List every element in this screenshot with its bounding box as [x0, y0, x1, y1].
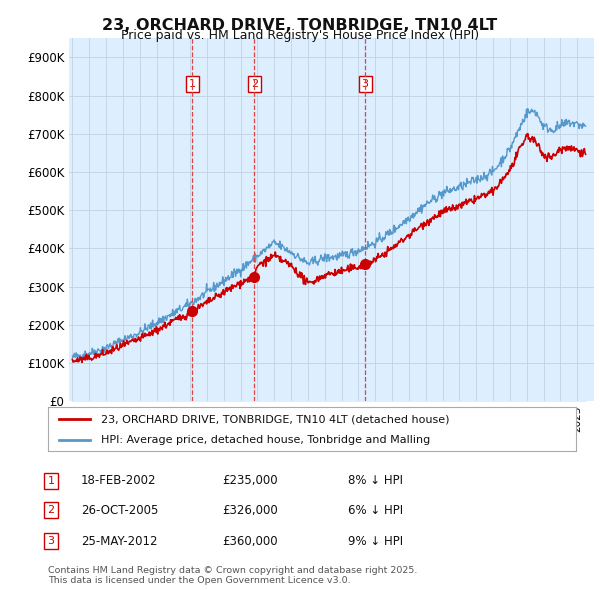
Text: 25-MAY-2012: 25-MAY-2012 [81, 535, 157, 548]
Text: 26-OCT-2005: 26-OCT-2005 [81, 504, 158, 517]
Text: £360,000: £360,000 [222, 535, 278, 548]
Text: 3: 3 [362, 79, 368, 89]
Text: 2: 2 [251, 79, 258, 89]
Text: Contains HM Land Registry data © Crown copyright and database right 2025.
This d: Contains HM Land Registry data © Crown c… [48, 566, 418, 585]
Text: 6% ↓ HPI: 6% ↓ HPI [348, 504, 403, 517]
Text: HPI: Average price, detached house, Tonbridge and Malling: HPI: Average price, detached house, Tonb… [101, 435, 430, 445]
Text: 1: 1 [189, 79, 196, 89]
Text: 1: 1 [47, 476, 55, 486]
Text: 23, ORCHARD DRIVE, TONBRIDGE, TN10 4LT (detached house): 23, ORCHARD DRIVE, TONBRIDGE, TN10 4LT (… [101, 415, 449, 424]
Text: 8% ↓ HPI: 8% ↓ HPI [348, 474, 403, 487]
Text: 18-FEB-2002: 18-FEB-2002 [81, 474, 157, 487]
Text: £326,000: £326,000 [222, 504, 278, 517]
Text: 2: 2 [47, 506, 55, 515]
Text: 23, ORCHARD DRIVE, TONBRIDGE, TN10 4LT: 23, ORCHARD DRIVE, TONBRIDGE, TN10 4LT [103, 18, 497, 32]
Text: Price paid vs. HM Land Registry's House Price Index (HPI): Price paid vs. HM Land Registry's House … [121, 30, 479, 42]
Text: 9% ↓ HPI: 9% ↓ HPI [348, 535, 403, 548]
Text: £235,000: £235,000 [222, 474, 278, 487]
Text: 3: 3 [47, 536, 55, 546]
